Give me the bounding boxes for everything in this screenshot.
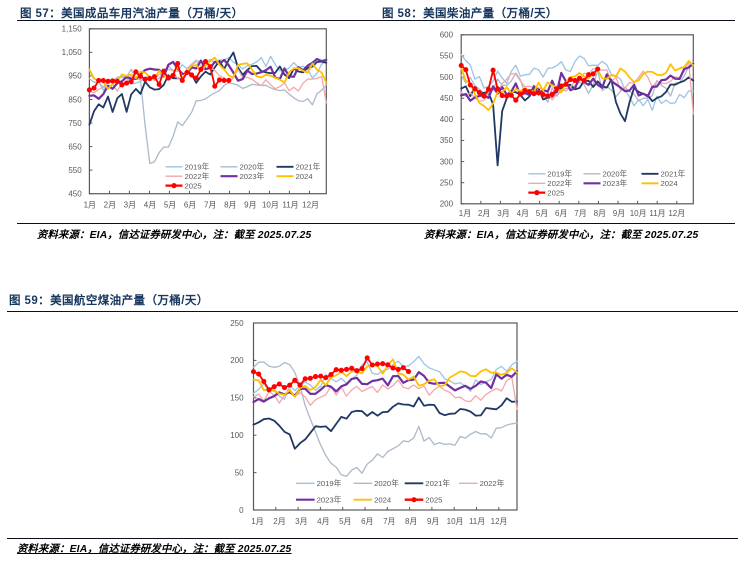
svg-text:1月: 1月	[459, 209, 471, 218]
svg-text:12月: 12月	[491, 517, 508, 526]
svg-text:10月: 10月	[630, 209, 647, 218]
svg-text:1月: 1月	[84, 200, 96, 209]
svg-text:2025: 2025	[425, 495, 442, 504]
svg-text:2019年: 2019年	[317, 478, 342, 488]
svg-text:350: 350	[440, 136, 454, 145]
svg-text:2023年: 2023年	[317, 494, 342, 504]
svg-text:5月: 5月	[164, 200, 176, 209]
svg-text:11月: 11月	[282, 200, 298, 209]
svg-text:250: 250	[440, 179, 454, 188]
svg-text:10月: 10月	[262, 200, 279, 209]
svg-text:200: 200	[440, 200, 454, 209]
svg-text:2月: 2月	[478, 209, 490, 218]
svg-text:2019年: 2019年	[547, 169, 572, 179]
svg-text:1,050: 1,050	[62, 48, 83, 57]
svg-text:250: 250	[230, 319, 244, 328]
svg-text:12月: 12月	[302, 200, 319, 209]
svg-text:3月: 3月	[295, 517, 307, 526]
svg-text:2020年: 2020年	[603, 169, 628, 179]
svg-text:9月: 9月	[613, 209, 625, 218]
svg-text:4月: 4月	[144, 200, 156, 209]
svg-text:750: 750	[68, 119, 82, 128]
svg-text:9月: 9月	[244, 200, 256, 209]
svg-text:8月: 8月	[224, 200, 236, 209]
svg-text:2022年: 2022年	[480, 478, 505, 488]
svg-text:2019年: 2019年	[185, 162, 210, 172]
svg-text:2021年: 2021年	[661, 169, 686, 179]
svg-text:8月: 8月	[405, 517, 417, 526]
svg-text:1,150: 1,150	[62, 25, 83, 34]
svg-text:2月: 2月	[104, 200, 116, 209]
svg-text:600: 600	[440, 31, 454, 40]
svg-text:1月: 1月	[251, 517, 263, 526]
svg-text:650: 650	[68, 142, 82, 151]
svg-text:2025: 2025	[547, 188, 564, 197]
svg-text:7月: 7月	[574, 209, 586, 218]
svg-text:300: 300	[440, 157, 454, 166]
svg-text:2024: 2024	[374, 495, 392, 504]
svg-text:4月: 4月	[517, 209, 529, 218]
svg-text:550: 550	[440, 52, 454, 61]
svg-text:2023年: 2023年	[240, 171, 265, 181]
svg-text:9月: 9月	[427, 517, 439, 526]
svg-text:2021年: 2021年	[296, 162, 321, 172]
svg-text:150: 150	[230, 394, 244, 403]
svg-text:6月: 6月	[184, 200, 196, 209]
svg-text:2024: 2024	[296, 172, 314, 181]
svg-text:450: 450	[440, 94, 454, 103]
svg-text:2025: 2025	[185, 181, 202, 190]
svg-text:5月: 5月	[339, 517, 351, 526]
svg-text:11月: 11月	[469, 517, 485, 526]
svg-text:2023年: 2023年	[603, 178, 628, 188]
svg-text:3月: 3月	[124, 200, 136, 209]
svg-text:2024: 2024	[661, 179, 679, 188]
svg-text:2月: 2月	[273, 517, 285, 526]
svg-text:200: 200	[230, 356, 244, 365]
svg-text:400: 400	[440, 115, 454, 124]
svg-text:2022年: 2022年	[185, 171, 210, 181]
svg-text:8月: 8月	[594, 209, 606, 218]
svg-text:550: 550	[68, 166, 82, 175]
svg-text:4月: 4月	[317, 517, 329, 526]
svg-text:3月: 3月	[497, 209, 509, 218]
svg-text:2020年: 2020年	[240, 162, 265, 172]
svg-text:450: 450	[68, 190, 82, 199]
svg-text:500: 500	[440, 73, 454, 82]
svg-text:0: 0	[239, 506, 244, 515]
svg-text:100: 100	[230, 431, 244, 440]
svg-text:6月: 6月	[361, 517, 373, 526]
svg-text:7月: 7月	[383, 517, 395, 526]
svg-text:50: 50	[235, 468, 244, 477]
svg-text:2020年: 2020年	[374, 478, 399, 488]
svg-text:5月: 5月	[536, 209, 548, 218]
svg-text:7月: 7月	[204, 200, 216, 209]
svg-text:950: 950	[68, 72, 82, 81]
svg-text:850: 850	[68, 95, 82, 104]
svg-text:2022年: 2022年	[547, 178, 572, 188]
svg-text:10月: 10月	[447, 517, 464, 526]
svg-text:2021年: 2021年	[425, 478, 450, 488]
svg-text:6月: 6月	[555, 209, 567, 218]
svg-text:11月: 11月	[649, 209, 665, 218]
svg-text:12月: 12月	[668, 209, 685, 218]
